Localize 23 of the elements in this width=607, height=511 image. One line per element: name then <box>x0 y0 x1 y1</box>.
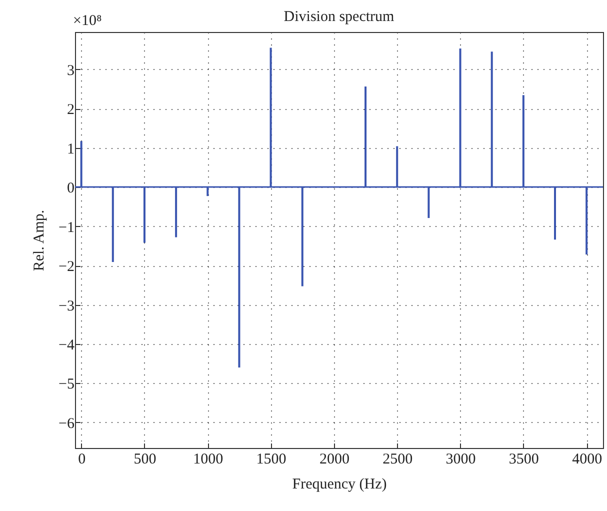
x-tick-label: 2000 <box>319 452 350 468</box>
text: ×10⁸ <box>73 13 102 29</box>
y-tick-label: −2 <box>58 259 74 276</box>
y-tick-label: −1 <box>58 220 74 236</box>
y-tick-label: 2 <box>67 102 74 118</box>
y-tick-label: 0 <box>67 180 74 197</box>
y-axis-title: Rel. Amp. <box>32 210 48 272</box>
x-tick-label: 3500 <box>508 452 539 468</box>
x-tick-label: 4000 <box>572 452 602 468</box>
x-tick-label: 3000 <box>446 452 476 468</box>
y-tick-label: −6 <box>58 416 75 432</box>
y-tick-label: 1 <box>67 141 74 158</box>
chart-title: Division spectrum <box>284 9 395 25</box>
y-tick-label: −4 <box>58 338 75 354</box>
x-tick-label: 1000 <box>193 452 224 468</box>
x-tick-label: 2500 <box>382 452 413 468</box>
y-tick-label: −5 <box>58 376 74 393</box>
y-tick-label: 3 <box>67 62 74 79</box>
x-tick-label: 500 <box>134 452 156 468</box>
x-tick-label: 0 <box>78 452 86 468</box>
y-tick-label: −3 <box>58 298 74 314</box>
x-tick-label: 1500 <box>256 452 286 468</box>
x-axis-title: Frequency (Hz) <box>292 476 387 492</box>
